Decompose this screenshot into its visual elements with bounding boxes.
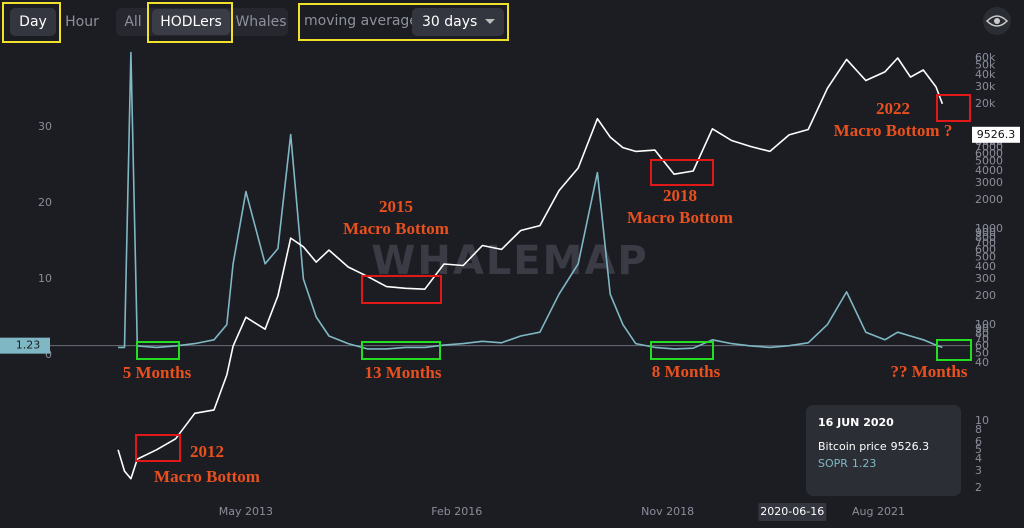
tooltip-price: Bitcoin price 9526.3 xyxy=(818,440,929,453)
x-tick-label: Feb 2016 xyxy=(431,505,482,518)
annotation: 8 Months xyxy=(652,362,721,381)
annotation: Macro Bottom xyxy=(154,467,260,486)
date-badge xyxy=(758,503,827,521)
sopr-badge-label: 1.23 xyxy=(16,339,41,352)
y2-tick-label: 500 xyxy=(975,251,996,264)
annotation: 2018 xyxy=(663,186,697,205)
caret xyxy=(485,19,495,24)
y2-tick-label: 60 xyxy=(975,339,989,352)
y2-tick-label: 10 xyxy=(975,414,989,427)
highlight-box xyxy=(298,3,509,41)
day-button[interactable]: Day xyxy=(19,14,47,30)
y2-tick-label: 200 xyxy=(975,289,996,302)
y2-tick-label: 6000 xyxy=(975,147,1003,160)
annotation: 2012 xyxy=(190,442,224,461)
y2-tick-label: 90 xyxy=(975,322,989,335)
date-badge-label: 2020-06-16 xyxy=(760,505,824,518)
hodlers-button[interactable]: HODLers xyxy=(160,14,222,30)
y2-tick-label: 600 xyxy=(975,243,996,256)
price-badge-label: 9526.3 xyxy=(977,128,1016,141)
series-line xyxy=(117,57,944,480)
tooltip-sopr-value: 1.23 xyxy=(852,457,877,470)
y2-tick-label: 70 xyxy=(975,333,989,346)
y2-tick-label: 1000 xyxy=(975,222,1003,235)
sopr-badge xyxy=(0,337,50,354)
tooltip-price-name: Bitcoin price xyxy=(818,440,887,453)
annotation: 13 Months xyxy=(365,363,442,382)
annotation: 2022 xyxy=(876,99,910,118)
ma-select[interactable] xyxy=(412,8,504,36)
highlight-box xyxy=(147,2,233,43)
y2-tick-label: 700 xyxy=(975,237,996,250)
y-tick-label: 30 xyxy=(38,120,52,133)
x-tick-label: Nov 2018 xyxy=(641,505,694,518)
ma-label: moving average: xyxy=(304,13,423,29)
annotation: ?? Months xyxy=(891,362,968,381)
y2-tick-label: 60k xyxy=(975,51,996,64)
button-bg[interactable] xyxy=(10,8,56,36)
y2-tick-label: 400 xyxy=(975,260,996,273)
hour-button[interactable]: Hour xyxy=(65,14,99,30)
y2-tick-label: 3 xyxy=(975,464,982,477)
all-button[interactable]: All xyxy=(124,14,141,30)
red-box xyxy=(361,275,442,304)
y2-tick-label: 800 xyxy=(975,231,996,244)
x-tick-label: May 2013 xyxy=(219,505,273,518)
y-tick-label: 10 xyxy=(38,272,52,285)
annotation: 5 Months xyxy=(123,363,192,382)
y2-tick-label: 4000 xyxy=(975,164,1003,177)
button-bg[interactable] xyxy=(152,9,230,35)
y2-tick-label: 6 xyxy=(975,435,982,448)
y2-tick-label: 50k xyxy=(975,59,996,72)
y-tick-label: 20 xyxy=(38,196,52,209)
eye-icon xyxy=(985,15,1009,27)
y2-tick-label: 2 xyxy=(975,481,982,494)
tooltip xyxy=(806,405,961,496)
green-box xyxy=(650,341,714,360)
y2-tick-label: 50 xyxy=(975,347,989,360)
red-box xyxy=(936,94,971,122)
annotation: Macro Bottom xyxy=(627,208,733,227)
price-badge xyxy=(972,126,1020,143)
eye-pupil xyxy=(994,18,1000,24)
highlight-box xyxy=(2,2,61,43)
tooltip-price-value: 9526.3 xyxy=(891,440,930,453)
ma-value[interactable]: 30 days xyxy=(422,14,477,30)
y2-tick-label: 900 xyxy=(975,226,996,239)
y2-tick-label: 300 xyxy=(975,272,996,285)
green-box xyxy=(936,339,972,361)
whales-button[interactable]: Whales xyxy=(235,14,286,30)
y2-tick-label: 30k xyxy=(975,80,996,93)
green-box xyxy=(136,341,180,360)
tooltip-sopr: SOPR 1.23 xyxy=(818,457,876,470)
y2-tick-label: 5000 xyxy=(975,155,1003,168)
annotation: Macro Bottom xyxy=(343,219,449,238)
y2-tick-label: 4 xyxy=(975,452,982,465)
y-tick-label: 0 xyxy=(45,348,52,361)
y2-tick-label: 2000 xyxy=(975,193,1003,206)
y2-tick-label: 40k xyxy=(975,68,996,81)
y2-tick-label: 100 xyxy=(975,318,996,331)
y2-tick-label: 8 xyxy=(975,423,982,436)
y2-tick-label: 7000 xyxy=(975,141,1003,154)
y2-tick-label: 40 xyxy=(975,356,989,369)
y2-tick-label: 20k xyxy=(975,97,996,110)
red-box xyxy=(135,434,181,462)
series-line xyxy=(118,51,943,350)
x-tick-label: Aug 2021 xyxy=(852,505,905,518)
y2-tick-label: 3000 xyxy=(975,176,1003,189)
annotation: 2015 xyxy=(379,197,413,216)
y2-tick-label: 80 xyxy=(975,327,989,340)
annotation: Macro Bottom ? xyxy=(834,121,953,140)
red-box xyxy=(650,159,714,186)
tooltip-sopr-name: SOPR xyxy=(818,457,848,470)
y2-tick-label: 5 xyxy=(975,443,982,456)
tooltip-date: 16 JUN 2020 xyxy=(818,416,894,429)
green-box xyxy=(361,341,441,360)
